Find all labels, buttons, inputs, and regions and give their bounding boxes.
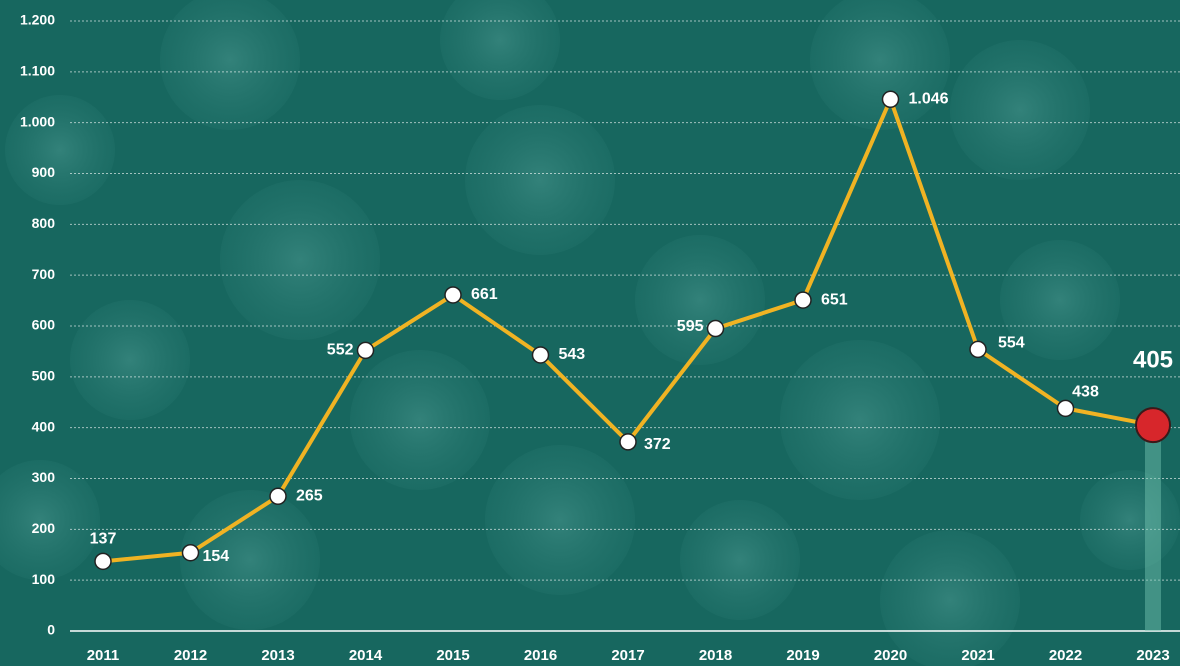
y-tick-label: 1.000	[20, 113, 55, 129]
x-tick-label: 2021	[961, 647, 994, 664]
x-tick-label: 2016	[524, 647, 557, 664]
page: 0 100 200 300 400 500 600 700 800 900 1.000 1.100 1.…	[0, 0, 1180, 666]
x-tick-label: 2013	[261, 647, 294, 664]
point	[270, 488, 286, 504]
point	[620, 434, 636, 450]
x-tick-label: 2014	[349, 647, 383, 664]
y-tick-label: 0	[47, 622, 55, 638]
point	[708, 321, 724, 337]
y-tick-label: 700	[32, 266, 56, 282]
x-tick-label: 2015	[436, 647, 469, 664]
x-tick-label: 2019	[786, 647, 819, 664]
value-label: 651	[821, 291, 848, 308]
point	[95, 553, 111, 569]
y-tick-label: 900	[32, 164, 56, 180]
point	[970, 341, 986, 357]
y-tick-label: 100	[32, 571, 56, 587]
x-tick-label: 2012	[174, 647, 207, 664]
value-label: 265	[296, 488, 323, 505]
value-label: 543	[559, 346, 586, 363]
value-label: 137	[90, 531, 117, 548]
value-label: 595	[677, 318, 704, 335]
value-label: 438	[1072, 384, 1099, 401]
x-tick-label: 2020	[874, 647, 907, 664]
x-tick-label: 2022	[1049, 647, 1082, 664]
y-tick-label: 200	[32, 520, 56, 536]
y-tick-label: 1.200	[20, 12, 55, 28]
value-label: 154	[203, 548, 230, 565]
value-label: 1.046	[909, 91, 949, 108]
y-tick-label: 500	[32, 368, 56, 384]
point	[183, 545, 199, 561]
value-label: 661	[471, 286, 498, 303]
x-tick-label: 2017	[611, 647, 644, 664]
y-tick-label: 600	[32, 317, 56, 333]
x-tick-label: 2018	[699, 647, 732, 664]
value-label: 372	[644, 436, 671, 453]
point	[795, 292, 811, 308]
point	[445, 287, 461, 303]
chart: 0 100 200 300 400 500 600 700 800 900 1.000 1.100 1.…	[0, 0, 1180, 666]
y-tick-label: 1.100	[20, 63, 55, 79]
x-tick-label: 2011	[87, 647, 120, 664]
highlight-bar	[1145, 425, 1161, 631]
point	[358, 342, 374, 358]
highlight-point	[1136, 408, 1170, 442]
point	[533, 347, 549, 363]
point	[883, 91, 899, 107]
value-label: 554	[998, 335, 1025, 352]
highlight-label: 405	[1133, 346, 1173, 373]
x-tick-label: 2023	[1136, 647, 1169, 664]
value-label: 552	[327, 342, 354, 359]
y-tick-label: 400	[32, 418, 56, 434]
point	[1058, 400, 1074, 416]
y-tick-label: 800	[32, 215, 56, 231]
y-tick-label: 300	[32, 469, 56, 485]
